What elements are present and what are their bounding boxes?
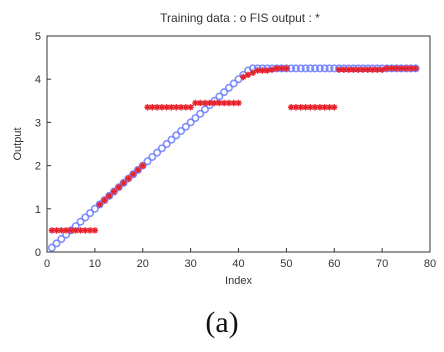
training-data-point: [301, 64, 310, 73]
fis-output-point: [268, 66, 276, 73]
fis-output-point: [115, 184, 123, 191]
training-data-point: [311, 64, 320, 73]
training-data-point: [291, 64, 300, 73]
x-tick-label: 50: [280, 258, 292, 270]
fis-output-point: [244, 71, 252, 79]
fis-output-point: [139, 162, 146, 169]
fis-output-point: [58, 227, 65, 234]
training-data-point: [315, 64, 324, 73]
fis-output-point: [129, 171, 137, 178]
training-data-point: [224, 83, 233, 92]
fis-output-point: [259, 67, 266, 74]
fis-output-point: [86, 227, 94, 234]
training-data-point: [52, 239, 61, 248]
fis-output-point: [331, 104, 338, 111]
x-tick-label: 60: [328, 258, 340, 270]
x-tick-label: 10: [89, 258, 101, 270]
fis-output-point: [187, 104, 194, 111]
fis-output-point: [412, 65, 419, 72]
fis-output-point: [220, 99, 228, 107]
y-tick-label: 3: [35, 117, 41, 129]
training-data-point: [81, 213, 90, 222]
x-tick-label: 80: [424, 258, 436, 270]
fis-output-point: [173, 104, 180, 111]
fis-output-point: [91, 227, 99, 234]
chart-title: Training data : o FIS output : *: [160, 11, 320, 25]
training-data-point: [47, 243, 56, 252]
fis-output-point: [96, 201, 103, 208]
y-tick-label: 2: [35, 161, 41, 173]
training-data-point: [181, 122, 190, 131]
training-data-point: [215, 92, 224, 101]
fis-output-point: [240, 73, 247, 81]
y-tick-label: 1: [35, 204, 41, 216]
fis-output-point: [345, 66, 352, 73]
y-axis-label: Output: [12, 127, 24, 160]
training-data-point: [220, 88, 229, 97]
fis-output-point: [283, 65, 290, 72]
fis-output-point: [101, 196, 108, 204]
training-data-point: [86, 209, 95, 218]
fis-output-point: [62, 227, 70, 234]
training-data-point: [57, 235, 66, 244]
fis-output-point: [235, 99, 242, 107]
training-data-point: [177, 127, 186, 136]
y-tick-label: 5: [35, 31, 41, 43]
fis-output-point: [225, 99, 233, 107]
fis-output-point: [378, 66, 386, 73]
fis-output-point: [134, 166, 142, 174]
fis-output-point: [249, 69, 257, 76]
training-data-point: [148, 152, 157, 161]
x-axis-label: Index: [225, 275, 252, 287]
training-data-point: [90, 204, 99, 213]
fis-output-point: [120, 179, 127, 187]
x-tick-label: 20: [137, 258, 149, 270]
training-data-point: [296, 64, 305, 73]
training-data-point: [191, 114, 200, 123]
training-data-point: [320, 64, 329, 73]
training-data-point: [153, 148, 162, 157]
training-data-point: [325, 64, 334, 73]
fis-output-point: [264, 67, 271, 74]
training-data-point: [306, 64, 315, 73]
training-data-point: [196, 109, 205, 118]
fis-output-point: [125, 175, 132, 182]
fis-output-point: [374, 66, 381, 73]
training-data-point: [162, 140, 171, 149]
fis-output-point: [110, 188, 118, 195]
training-data-point: [76, 217, 85, 226]
training-data-point: [172, 131, 181, 140]
x-tick-label: 70: [376, 258, 388, 270]
training-data-point: [157, 144, 166, 153]
training-data-point: [143, 157, 152, 166]
fis-output-point: [177, 104, 185, 111]
fis-output-point: [106, 192, 113, 200]
x-tick-label: 30: [185, 258, 197, 270]
x-tick-label: 0: [44, 258, 50, 270]
training-data-point: [167, 135, 176, 144]
training-data-point: [229, 79, 238, 88]
y-tick-label: 0: [35, 247, 41, 259]
figure-caption: (a): [205, 306, 239, 339]
fis-output-point: [316, 104, 324, 111]
x-tick-label: 40: [232, 258, 244, 270]
training-data-point: [200, 105, 209, 114]
y-tick-label: 4: [35, 74, 41, 86]
training-data-point: [186, 118, 195, 127]
